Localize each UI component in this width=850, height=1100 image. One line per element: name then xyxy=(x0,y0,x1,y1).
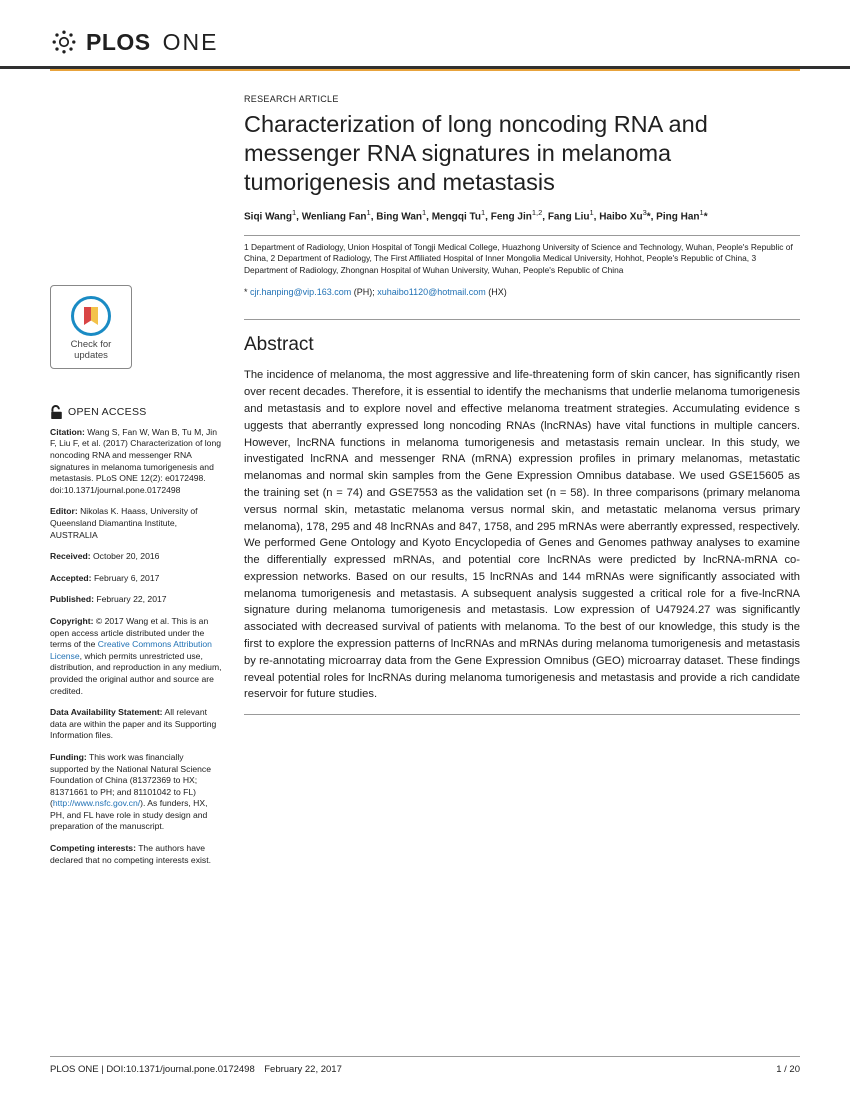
page-header: PLOS ONE xyxy=(0,0,850,69)
journal-name: ONE xyxy=(163,29,219,56)
open-lock-icon xyxy=(50,405,63,420)
article-title: Characterization of long noncoding RNA a… xyxy=(244,110,800,196)
email-mid: (PH); xyxy=(351,287,377,297)
open-access-label: OPEN ACCESS xyxy=(68,405,147,419)
published-block: Published: February 22, 2017 xyxy=(50,594,222,606)
published-text: February 22, 2017 xyxy=(96,594,166,604)
email-link-2[interactable]: xuhaibo1120@hotmail.com xyxy=(377,287,486,297)
copyright-block: Copyright: © 2017 Wang et al. This is an… xyxy=(50,616,222,697)
accepted-text: February 6, 2017 xyxy=(94,573,159,583)
article-type: RESEARCH ARTICLE xyxy=(244,93,800,106)
data-availability-block: Data Availability Statement: All relevan… xyxy=(50,707,222,742)
citation-text: Wang S, Fan W, Wan B, Tu M, Jin F, Liu F… xyxy=(50,427,221,495)
funding-link[interactable]: http://www.nsfc.gov.cn/ xyxy=(53,798,140,808)
accepted-block: Accepted: February 6, 2017 xyxy=(50,573,222,585)
funding-block: Funding: This work was financially suppo… xyxy=(50,752,222,833)
competing-block: Competing interests: The authors have de… xyxy=(50,843,222,866)
footer-citation: PLOS ONE | DOI:10.1371/journal.pone.0172… xyxy=(50,1064,342,1075)
open-access-row: OPEN ACCESS xyxy=(50,405,222,420)
affiliations: 1 Department of Radiology, Union Hospita… xyxy=(244,235,800,277)
editor-block: Editor: Nikolas K. Haass, University of … xyxy=(50,506,222,541)
email-suffix: (HX) xyxy=(486,287,507,297)
main-layout: Check for updates OPEN ACCESS Citation: … xyxy=(0,71,850,876)
plos-brand: PLOS xyxy=(86,29,151,56)
check-updates-label: Check for updates xyxy=(57,340,125,362)
crossmark-icon xyxy=(71,296,111,336)
page-footer: PLOS ONE | DOI:10.1371/journal.pone.0172… xyxy=(50,1056,800,1075)
received-text: October 20, 2016 xyxy=(93,551,159,561)
sidebar: Check for updates OPEN ACCESS Citation: … xyxy=(50,93,222,876)
author-list: Siqi Wang1, Wenliang Fan1, Bing Wan1, Me… xyxy=(244,208,800,224)
received-block: Received: October 20, 2016 xyxy=(50,551,222,563)
email-link-1[interactable]: cjr.hanping@vip.163.com xyxy=(250,287,351,297)
abstract-heading: Abstract xyxy=(244,319,800,359)
article-content: RESEARCH ARTICLE Characterization of lon… xyxy=(244,93,800,876)
page-number: 1 / 20 xyxy=(776,1064,800,1075)
abstract-body: The incidence of melanoma, the most aggr… xyxy=(244,367,800,715)
check-updates-box[interactable]: Check for updates xyxy=(50,285,132,369)
plos-icon xyxy=(50,28,78,56)
correspondence: * cjr.hanping@vip.163.com (PH); xuhaibo1… xyxy=(244,286,800,299)
journal-logo: PLOS ONE xyxy=(50,28,800,56)
citation-block: Citation: Wang S, Fan W, Wan B, Tu M, Ji… xyxy=(50,427,222,497)
